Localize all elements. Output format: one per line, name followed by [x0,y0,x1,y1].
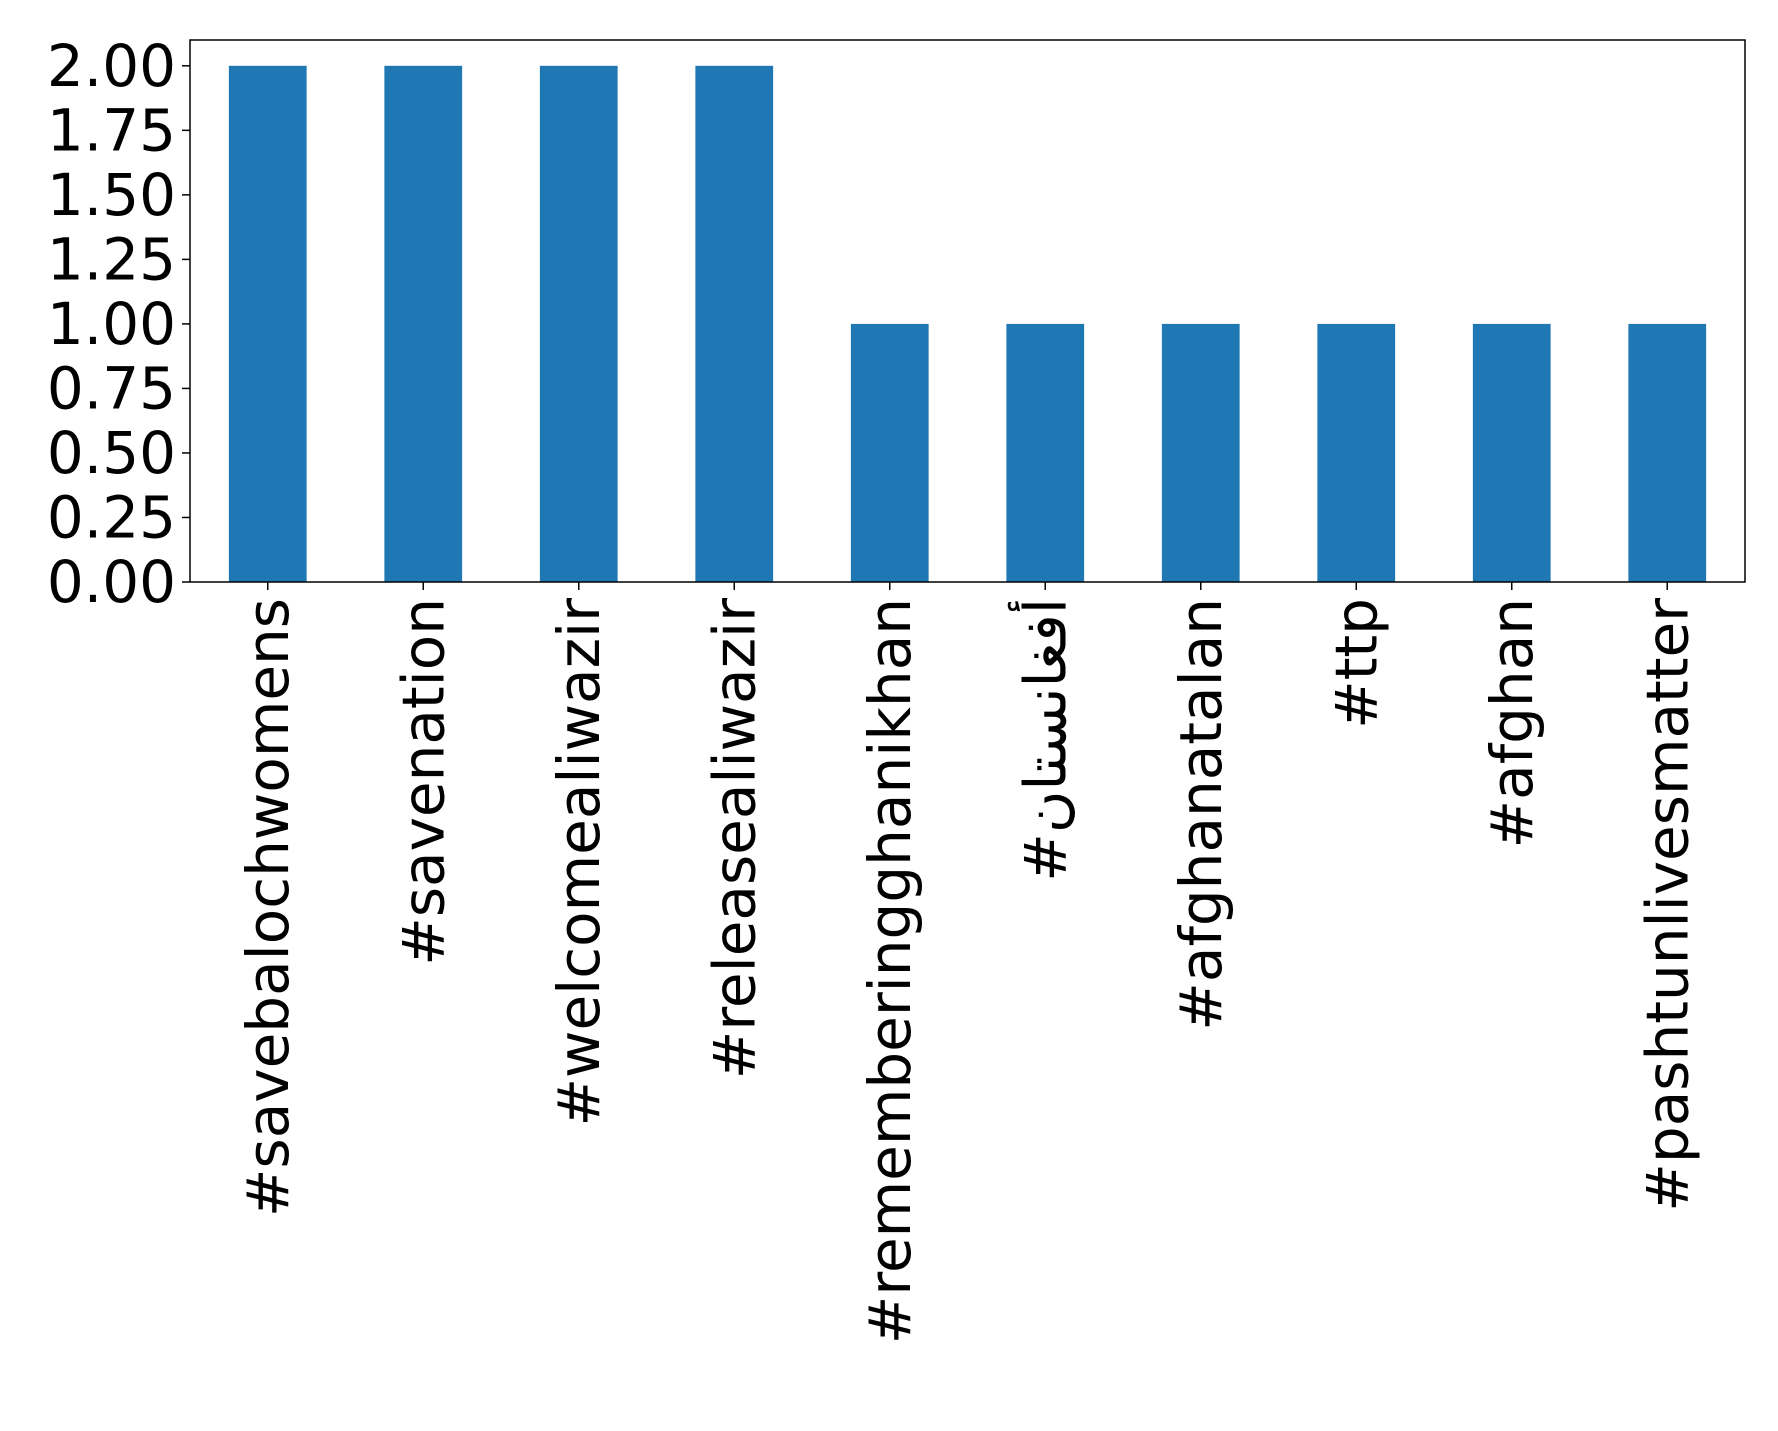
x-tick-label: #pashtunlivesmatter [1633,598,1701,1212]
plot-frame [189,39,1746,583]
bar-0 [228,65,307,583]
bar-3 [695,65,774,583]
bar-9 [1628,323,1707,582]
x-tick-label: #welcomealiwazir [545,598,613,1127]
bars-group [228,65,1707,583]
y-tick-label: 1.25 [47,225,176,293]
bar-6 [1161,323,1240,582]
y-tick-label: 0.25 [47,483,176,551]
x-tick-label: #releasealiwazir [700,598,768,1079]
x-tick-label: #afghanatalan [1167,598,1235,1031]
bar-1 [384,65,463,583]
x-tick-label: #ttp [1322,598,1390,729]
x-tick-label: #rememberingghanikhan [856,598,924,1344]
y-tick-label: 0.50 [47,419,176,487]
y-tick-label: 1.50 [47,161,176,229]
x-tick-label: #afghan [1478,598,1546,848]
x-tick-label: #savebalochwomens [234,598,302,1217]
y-tick-label: 0.00 [47,548,176,616]
x-axis: #savebalochwomens #savenation #welcomealiw… [234,582,1701,1344]
bar-7 [1317,323,1396,582]
bar-2 [539,65,618,583]
y-tick-label: 1.75 [47,96,176,164]
bar-4 [850,323,929,582]
y-tick-label: 2.00 [47,32,176,100]
x-tick-label: #أفغانستان [1007,598,1079,882]
x-tick-label: #savenation [389,598,457,966]
y-axis: 0.000.250.500.751.001.251.501.752.00 [47,32,190,616]
bar-8 [1472,323,1551,582]
y-tick-label: 0.75 [47,354,176,422]
y-tick-label: 1.00 [47,290,176,358]
bar-5 [1006,323,1085,582]
